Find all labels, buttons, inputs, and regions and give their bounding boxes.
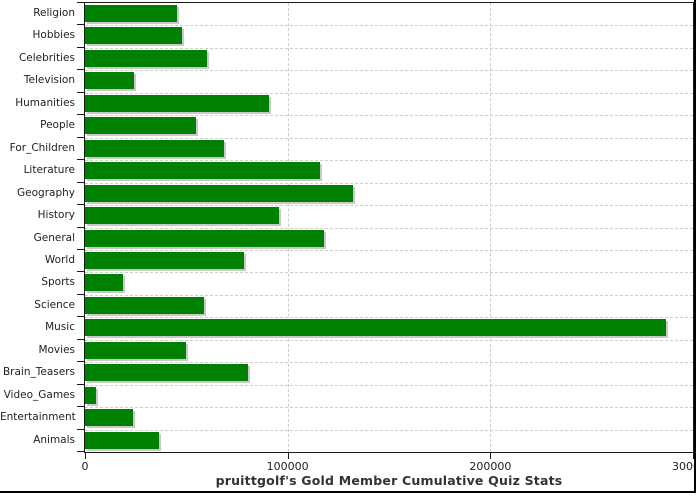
h-gridline [85, 160, 693, 162]
category-label: Literature [23, 164, 75, 177]
x-tick-label: 200000 [469, 460, 512, 473]
h-gridline [85, 47, 693, 49]
y-tick [77, 69, 84, 71]
right-border [694, 0, 696, 493]
y-tick [77, 181, 84, 183]
v-gridline [287, 3, 289, 452]
y-tick [77, 428, 84, 430]
x-tick-labels: 0 100000 200000 300000 [0, 460, 696, 475]
y-tick [77, 159, 84, 161]
x-tick [693, 453, 694, 459]
category-label: General [33, 231, 75, 244]
h-gridline [85, 137, 693, 139]
h-gridline [85, 249, 693, 251]
y-tick [77, 451, 84, 452]
category-label: Animals [33, 433, 75, 446]
bar [85, 364, 248, 382]
category-label: For_Children [9, 141, 75, 154]
category-label: Science [34, 298, 75, 311]
y-tick [77, 383, 84, 385]
category-label: People [40, 119, 75, 132]
h-gridline [85, 294, 693, 296]
y-tick [77, 293, 84, 295]
h-gridline [85, 429, 693, 431]
category-label: Music [45, 321, 75, 334]
h-gridline [85, 407, 693, 409]
h-gridline [85, 182, 693, 184]
category-label: Movies [38, 343, 75, 356]
category-label: Video_Games [3, 388, 75, 401]
x-tick-label: 100000 [266, 460, 309, 473]
category-label: Television [23, 74, 75, 87]
bar [85, 27, 183, 45]
bar [85, 386, 96, 404]
x-tick [85, 453, 86, 459]
y-tick [77, 226, 84, 228]
category-label: Hobbies [32, 29, 76, 42]
y-tick [77, 91, 84, 93]
bar [85, 207, 279, 225]
bar [85, 184, 353, 202]
chart-title: pruittgolf's Gold Member Cumulative Quiz… [215, 473, 563, 488]
bar [85, 341, 186, 359]
category-label: Brain_Teasers [2, 366, 75, 379]
bar [85, 72, 134, 90]
h-gridline [85, 25, 693, 27]
category-label: Humanities [15, 96, 75, 109]
h-gridline [85, 115, 693, 117]
y-tick [77, 361, 84, 363]
y-tick [77, 114, 84, 116]
h-gridline [85, 384, 693, 386]
h-gridline [85, 205, 693, 207]
h-gridline [85, 227, 693, 229]
y-tick [77, 406, 84, 408]
y-tick [77, 204, 84, 206]
category-label: Entertainment [0, 411, 76, 424]
category-label: World [44, 253, 75, 266]
y-tick [77, 24, 84, 26]
v-gridline [490, 3, 492, 452]
x-tick [490, 453, 492, 459]
y-tick [77, 316, 84, 318]
y-tick [77, 271, 84, 273]
bar [85, 117, 197, 135]
bar [85, 296, 204, 314]
h-gridline [85, 92, 693, 94]
category-label: Sports [41, 276, 75, 289]
bar [85, 409, 134, 427]
category-label: Celebrities [18, 51, 75, 64]
y-tick [77, 136, 84, 138]
x-tick-label: 0 [81, 460, 89, 473]
bottom-rule [0, 491, 696, 493]
bar [85, 5, 177, 22]
bar [85, 49, 208, 67]
x-tick-label: 300000 [672, 460, 695, 473]
bar [85, 94, 269, 112]
h-gridline [85, 70, 693, 72]
bar [85, 162, 320, 180]
bar [85, 274, 124, 292]
category-label: Geography [17, 186, 75, 199]
y-tick [77, 2, 84, 3]
y-tick [77, 46, 84, 48]
x-tick [287, 453, 289, 459]
h-gridline [85, 362, 693, 364]
y-tick [77, 248, 84, 250]
bar [85, 139, 224, 157]
category-label: Religion [33, 7, 75, 19]
category-label: History [37, 209, 75, 222]
bar [85, 229, 324, 247]
h-gridline [85, 317, 693, 319]
y-tick [77, 338, 84, 340]
h-gridline [85, 272, 693, 274]
bar [85, 251, 244, 269]
bar [85, 431, 159, 449]
bar [85, 319, 667, 337]
plot-area [84, 2, 694, 453]
h-gridline [85, 339, 693, 341]
